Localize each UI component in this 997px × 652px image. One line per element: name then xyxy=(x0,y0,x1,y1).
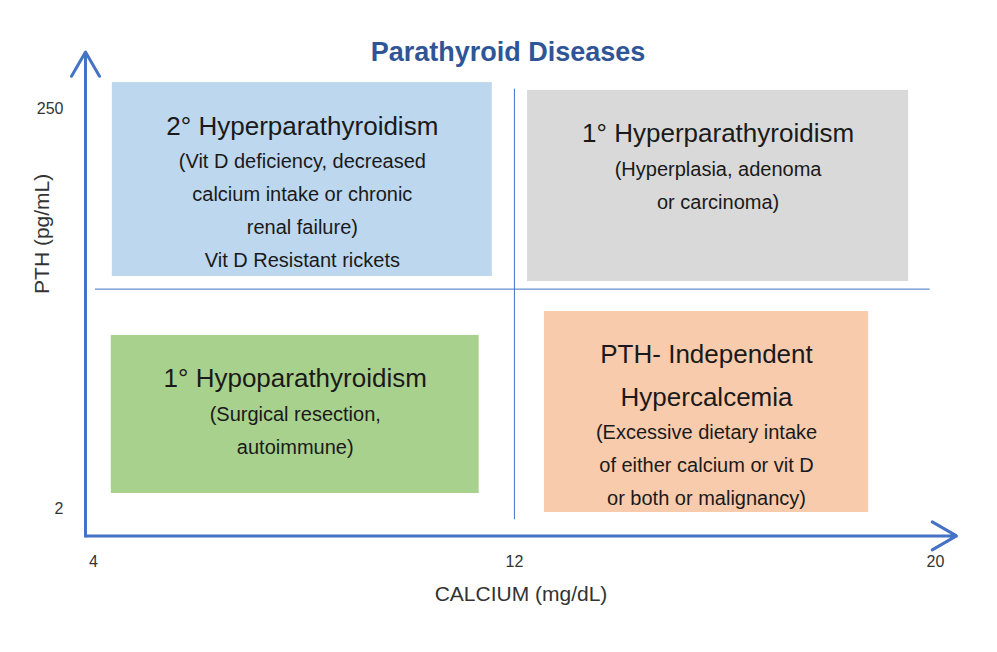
svg-text:2° Hyperparathyroidism: 2° Hyperparathyroidism xyxy=(166,111,438,141)
svg-text:20: 20 xyxy=(927,553,945,570)
svg-text:12: 12 xyxy=(506,553,524,570)
svg-text:2: 2 xyxy=(55,500,64,517)
svg-text:(Hyperplasia, adenomaor carcin: (Hyperplasia, adenomaor carcinoma) xyxy=(615,158,823,213)
svg-text:(Excessive dietary intakeof ei: (Excessive dietary intakeof either calci… xyxy=(596,421,817,509)
svg-text:CALCIUM (mg/dL): CALCIUM (mg/dL) xyxy=(435,582,608,605)
svg-text:4: 4 xyxy=(89,553,98,570)
svg-text:(Vit D deficiency, decreasedca: (Vit D deficiency, decreasedcalcium inta… xyxy=(179,150,426,271)
svg-text:Parathyroid Diseases: Parathyroid Diseases xyxy=(371,37,646,67)
svg-text:(Surgical resection,autoimmune: (Surgical resection,autoimmune) xyxy=(210,403,381,458)
svg-text:250: 250 xyxy=(37,100,64,117)
svg-text:PTH- IndependentHypercalcemia: PTH- IndependentHypercalcemia xyxy=(600,339,813,411)
svg-text:1° Hyperparathyroidism: 1° Hyperparathyroidism xyxy=(582,118,854,148)
svg-text:1° Hypoparathyroidism: 1° Hypoparathyroidism xyxy=(164,363,427,393)
svg-text:PTH (pg/mL): PTH (pg/mL) xyxy=(30,174,53,294)
